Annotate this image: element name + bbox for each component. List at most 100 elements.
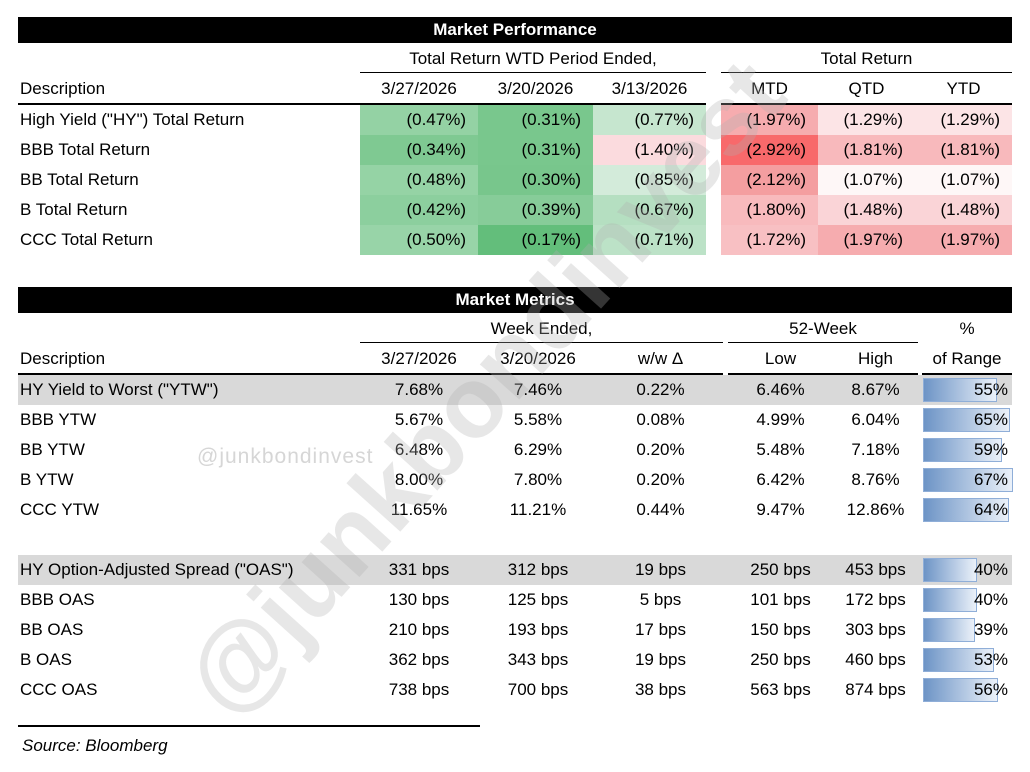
high-value-cell: 12.86% (846, 500, 905, 519)
week-value-cell: 5.67% (394, 410, 444, 429)
range-bar-cell: 55% (922, 375, 1012, 405)
range-pct-label: 55% (973, 380, 1008, 399)
high-value-cell: 303 bps (845, 620, 906, 639)
performance-row: CCC Total Return (0.50%) (0.17%) (0.71%) (1.… (18, 225, 1012, 255)
week-value-cell: 0.44% (636, 500, 685, 519)
range-pct-label: 65% (973, 410, 1008, 429)
total-return-cell: (1.48%) (818, 195, 915, 225)
wtd-return-cell: (0.67%) (593, 195, 706, 225)
high-value-cell: 172 bps (845, 590, 906, 609)
week-value-cell: 11.65% (390, 500, 448, 519)
metrics-row: HY Yield to Worst ("YTW") 7.68% 7.46% 0.22%… (18, 375, 1012, 405)
range-pct-label: 56% (973, 680, 1008, 699)
metrics-row: B OAS 362 bps 343 bps 19 bps 250 bps 460 bps 5… (18, 645, 1012, 675)
metrics-column-header-row: Description 3/27/2026 3/20/2026 w/w Δ Lo… (18, 343, 1012, 375)
range-bar (923, 648, 995, 672)
performance-title-bar: Market Performance (18, 17, 1012, 43)
low-value-cell: 4.99% (756, 410, 805, 429)
row-label: High Yield ("HY") Total Return (20, 110, 245, 129)
high-value-cell: 7.18% (851, 440, 900, 459)
total-return-cell: (1.81%) (818, 135, 915, 165)
range-bar (923, 498, 1009, 522)
row-label: BBB YTW (20, 410, 97, 429)
column-gap (706, 73, 721, 105)
column-gap (706, 195, 721, 225)
total-return-cell: (1.07%) (818, 165, 915, 195)
metrics-row: BBB OAS 130 bps 125 bps 5 bps 101 bps 172 bps… (18, 585, 1012, 615)
week-value-cell: 5 bps (639, 590, 682, 609)
of-range-header: of Range (922, 343, 1012, 375)
qtd-header: QTD (818, 73, 915, 105)
source-note: Source: Bloomberg (22, 736, 168, 755)
total-return-cell: (1.80%) (721, 195, 818, 225)
row-label: B YTW (20, 470, 74, 489)
performance-rows: High Yield ("HY") Total Return (0.47%) (0.… (18, 105, 1012, 255)
week-value-cell: 362 bps (388, 650, 450, 669)
range-bar (923, 408, 1011, 432)
range-bar-cell: 65% (922, 405, 1012, 435)
range-bar (923, 468, 1013, 492)
row-label: BB YTW (20, 440, 85, 459)
low-value-cell: 563 bps (750, 680, 811, 699)
description-header: Description (18, 343, 360, 375)
total-return-cell: (1.29%) (915, 105, 1012, 135)
range-bar (923, 438, 1003, 462)
row-label: HY Yield to Worst ("YTW") (20, 380, 219, 399)
range-pct-label: 64% (973, 500, 1008, 519)
low-value-cell: 250 bps (750, 650, 811, 669)
row-label: B Total Return (20, 200, 128, 219)
wtd-return-cell: (0.31%) (478, 135, 593, 165)
week-value-cell: 0.20% (636, 440, 685, 459)
metrics-row: CCC OAS 738 bps 700 bps 38 bps 563 bps 874 bp… (18, 675, 1012, 705)
wtd-return-cell: (0.31%) (478, 105, 593, 135)
range-bar-cell: 39% (922, 615, 1012, 645)
total-return-cell: (1.29%) (818, 105, 915, 135)
wtd-return-cell: (0.39%) (478, 195, 593, 225)
performance-row: High Yield ("HY") Total Return (0.47%) (0.… (18, 105, 1012, 135)
range-bar-cell: 56% (922, 675, 1012, 705)
week-value-cell: 11.21% (509, 500, 567, 519)
week-value-cell: 7.68% (394, 380, 444, 399)
week-value-cell: 343 bps (507, 650, 569, 669)
market-performance-table: Market Performance Total Return WTD Peri… (18, 17, 1012, 255)
week-value-cell: 193 bps (507, 620, 569, 639)
week-value-cell: 19 bps (634, 650, 687, 669)
range-bar-cell: 40% (922, 585, 1012, 615)
week-value-cell: 0.08% (636, 410, 685, 429)
column-gap (706, 225, 721, 255)
row-label: BB Total Return (20, 170, 139, 189)
range-bar-cell: 59% (922, 435, 1012, 465)
high-value-cell: 453 bps (845, 560, 906, 579)
percent-group-label: % (959, 319, 975, 338)
performance-row: B Total Return (0.42%) (0.39%) (0.67%) (1.80… (18, 195, 1012, 225)
week-date-header: 3/20/2026 (478, 343, 598, 375)
week-date-header: 3/27/2026 (360, 343, 478, 375)
wtd-return-cell: (0.42%) (360, 195, 478, 225)
week-value-cell: 125 bps (507, 590, 569, 609)
wtd-return-cell: (0.48%) (360, 165, 478, 195)
low-value-cell: 5.48% (756, 440, 805, 459)
metrics-row: BB YTW 6.48% 6.29% 0.20% 5.48% 7.18% 59% (18, 435, 1012, 465)
wtd-return-cell: (0.50%) (360, 225, 478, 255)
performance-row: BB Total Return (0.48%) (0.30%) (0.85%) (2.1… (18, 165, 1012, 195)
week-value-cell: 19 bps (634, 560, 687, 579)
range-bar-cell: 40% (922, 555, 1012, 585)
low-value-cell: 6.42% (756, 470, 805, 489)
section-spacer (18, 525, 1012, 555)
row-label: B OAS (20, 650, 72, 669)
row-label: CCC OAS (20, 680, 98, 699)
range-bar (923, 558, 977, 582)
week-value-cell: 331 bps (388, 560, 450, 579)
range-bar (923, 588, 977, 612)
wtd-return-cell: (0.71%) (593, 225, 706, 255)
metrics-row: CCC YTW 11.65% 11.21% 0.44% 9.47% 12.86% 64% (18, 495, 1012, 525)
wtd-return-cell: (0.47%) (360, 105, 478, 135)
range-bar-cell: 64% (922, 495, 1012, 525)
week-value-cell: 7.46% (513, 380, 563, 399)
week-value-cell: 7.80% (513, 470, 563, 489)
week-value-cell: 17 bps (634, 620, 687, 639)
range-pct-label: 59% (973, 440, 1008, 459)
wow-delta-header: w/w Δ (598, 343, 723, 375)
high-value-cell: 8.76% (851, 470, 900, 489)
total-return-cell: (1.97%) (721, 105, 818, 135)
